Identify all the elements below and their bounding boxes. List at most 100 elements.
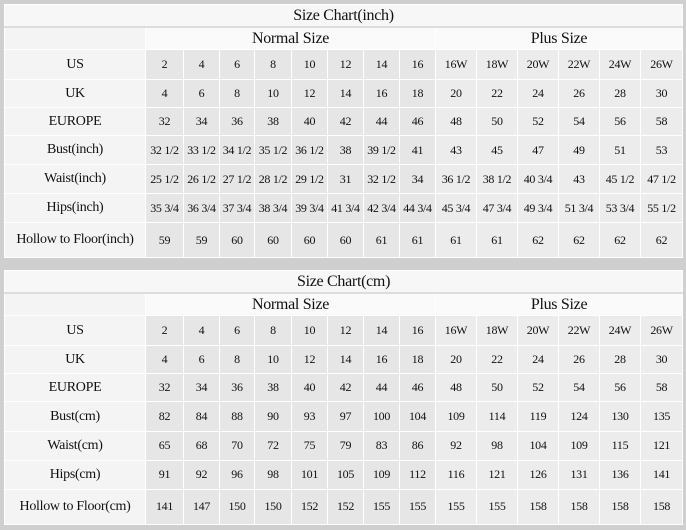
size-cell: 34: [399, 164, 436, 194]
size-cell: 56: [599, 373, 641, 403]
size-cell: 4: [183, 49, 220, 80]
size-cell: 6: [183, 79, 220, 108]
size-cell: 10: [291, 49, 328, 80]
size-cell: 59: [145, 222, 184, 258]
row-label: UK: [4, 345, 146, 375]
size-cell: 54: [558, 107, 600, 136]
size-cell: 22: [476, 345, 518, 375]
table-row: Bust(inch) 32 1/2 33 1/2 34 1/2 35 1/2 36 1/2…: [4, 135, 684, 165]
size-cell: 28: [599, 79, 641, 108]
size-cell: 98: [476, 430, 518, 461]
size-cell: 38: [254, 107, 292, 136]
size-cell: 68: [183, 430, 220, 461]
size-cell: 4: [183, 315, 220, 347]
size-cell: 84: [183, 401, 220, 432]
size-cell: 55 1/2: [639, 193, 684, 223]
size-cell: 45 3/4: [435, 193, 477, 223]
size-cell: 24: [517, 345, 559, 375]
size-cell: 20W: [517, 49, 559, 80]
size-cell: 155: [363, 488, 400, 526]
size-cell: 38: [254, 373, 292, 403]
size-cell: 41: [399, 135, 436, 165]
size-cell: 70: [219, 430, 255, 461]
plus-size-header: Plus Size: [434, 292, 684, 317]
size-cell: 131: [558, 459, 600, 490]
size-cell: 82: [145, 401, 184, 432]
size-cell: 119: [517, 401, 559, 432]
size-cell: 155: [476, 488, 518, 526]
size-cell: 109: [558, 430, 600, 461]
size-cell: 16W: [435, 49, 477, 80]
size-cell: 56: [599, 107, 641, 136]
size-cell: 44: [363, 107, 400, 136]
size-cell: 50: [476, 107, 518, 136]
row-label: Bust(inch): [4, 135, 146, 165]
row-label: Bust(cm): [4, 401, 146, 432]
size-cell: 124: [558, 401, 600, 432]
size-cell: 26 1/2: [183, 164, 220, 194]
row-label: US: [4, 315, 146, 347]
size-cell: 126: [517, 459, 559, 490]
table-row: US 2 4 6 8 10 12 14 16 16W 18W 20W 22W 24W 26W: [4, 315, 684, 347]
size-cell: 30: [639, 79, 684, 108]
plus-size-header: Plus Size: [434, 26, 684, 50]
size-cell: 60: [254, 222, 292, 258]
size-cell: 101: [291, 459, 328, 490]
size-cell: 6: [183, 345, 220, 375]
size-cell: 109: [435, 401, 477, 432]
size-cell: 150: [254, 488, 292, 526]
size-cell: 12: [291, 79, 328, 108]
size-cell: 16: [363, 79, 400, 108]
size-cell: 130: [599, 401, 641, 432]
size-cell: 42: [327, 373, 364, 403]
size-cell: 25 1/2: [145, 164, 184, 194]
size-cell: 54: [558, 373, 600, 403]
size-cell: 47 3/4: [476, 193, 518, 223]
size-cell: 45: [476, 135, 518, 165]
size-cell: 32: [145, 373, 184, 403]
size-cell: 61: [363, 222, 400, 258]
size-cell: 158: [517, 488, 559, 526]
size-cell: 43: [435, 135, 477, 165]
size-cell: 50: [476, 373, 518, 403]
size-cell: 16: [363, 345, 400, 375]
size-cell: 141: [145, 488, 184, 526]
size-cell: 6: [219, 315, 255, 347]
size-cell: 34 1/2: [219, 135, 255, 165]
size-cell: 88: [219, 401, 255, 432]
size-cell: 40 3/4: [517, 164, 559, 194]
size-cell: 46: [399, 373, 436, 403]
size-cell: 62: [639, 222, 684, 258]
size-cell: 152: [327, 488, 364, 526]
table-row: US 2 4 6 8 10 12 14 16 16W 18W 20W 22W 24W 26W: [4, 49, 684, 80]
size-cell: 51 3/4: [558, 193, 600, 223]
size-cell: 40: [291, 107, 328, 136]
size-cell: 16: [399, 49, 436, 80]
size-cell: 18W: [476, 315, 518, 347]
row-label: UK: [4, 79, 146, 108]
size-cell: 44 3/4: [399, 193, 436, 223]
table-row: UK 4 6 8 10 12 14 16 18 20 22 24 26 28 30: [4, 79, 684, 108]
size-cell: 10: [291, 315, 328, 347]
size-cell: 47 1/2: [639, 164, 684, 194]
size-cell: 136: [599, 459, 641, 490]
corner-cell: [4, 26, 146, 50]
table-title: Size Chart(inch): [3, 4, 684, 28]
row-label: US: [4, 49, 146, 80]
size-cell: 135: [639, 401, 684, 432]
size-cell: 34: [183, 107, 220, 136]
size-cell: 18: [399, 79, 436, 108]
size-cell: 29 1/2: [291, 164, 328, 194]
size-cell: 39 3/4: [291, 193, 328, 223]
size-cell: 22W: [558, 315, 600, 347]
size-cell: 91: [145, 459, 184, 490]
size-cell: 53 3/4: [599, 193, 641, 223]
size-cell: 42 3/4: [363, 193, 400, 223]
size-cell: 36: [219, 373, 255, 403]
size-cell: 92: [435, 430, 477, 461]
size-cell: 24W: [599, 315, 641, 347]
table-row: Hollow to Floor(cm) 141 147 150 150 152 152 155…: [4, 488, 684, 526]
size-cell: 8: [254, 315, 292, 347]
size-cell: 43: [558, 164, 600, 194]
size-cell: 158: [558, 488, 600, 526]
